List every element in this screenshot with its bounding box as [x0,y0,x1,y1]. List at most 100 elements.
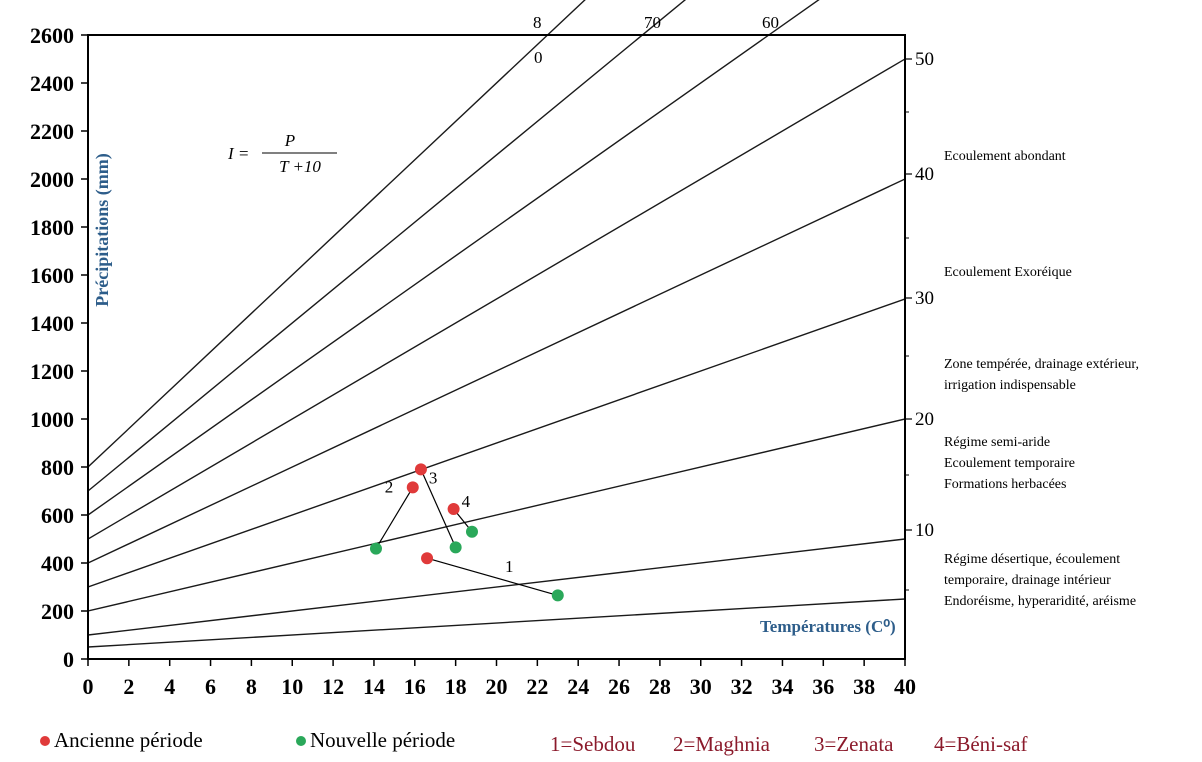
legend-dot-green [296,735,306,746]
station-key-4: 4=Béni-saf [934,732,1028,756]
connector-station-1 [426,557,558,596]
zone-description-line: Ecoulement temporaire [944,456,1075,471]
y-tick-label: 600 [41,503,74,528]
zone-description-line: Ecoulement abondant [944,149,1066,164]
connector-station-2 [375,487,414,549]
point-ancienne-4 [447,503,460,515]
x-tick-label: 30 [690,674,712,699]
point-nouvelle-1 [551,589,564,602]
x-tick-label: 8 [246,674,257,699]
right-index-label: 20 [915,409,934,430]
y-tick-label: 2600 [30,23,74,48]
formula-denominator: T +10 [279,157,321,176]
station-number-labels: 1 2 3 4 [385,468,514,576]
zone-description-line: Zone tempérée, drainage extérieur, [944,357,1139,372]
right-index-label: 30 [915,288,934,309]
x-tick-label: 12 [322,674,344,699]
top-index-label: 60 [762,13,779,32]
index-line-20 [88,418,905,612]
station-key-1: 1=Sebdou [550,732,636,756]
aridity-index-lines [88,0,905,648]
zone-description-line: Formations herbacées [944,477,1066,492]
plot-frame [87,34,906,660]
point-ancienne-1 [421,552,434,565]
x-tick-label: 34 [771,674,793,699]
y-tick-label: 1200 [30,359,74,384]
legend-label-ancienne: Ancienne période [54,728,203,752]
zone-description-line: irrigation indispensable [944,378,1076,393]
y-tick-label: 2000 [30,167,74,192]
x-axis-ticks: 0 2 4 6 8 10 12 14 16 18 20 22 24 26 28 30 32 34 36 38 40 [83,659,916,699]
index-line-40 [88,178,905,564]
x-tick-label: 38 [853,674,875,699]
y-tick-label: 2400 [30,71,74,96]
y-tick-label: 0 [63,647,74,672]
zone-descriptions: Ecoulement abondant Ecoulement Exoréique Z… [944,149,1139,609]
station-connectors [375,469,558,596]
top-index-label: 70 [644,13,661,32]
x-tick-label: 32 [731,674,753,699]
index-line-30 [88,298,905,588]
y-axis-ticks: 0 200 400 600 800 1000 1200 1400 1600 1800 2000 220… [30,23,88,672]
x-tick-label: 4 [164,674,175,699]
x-tick-label: 24 [567,674,589,699]
point-nouvelle-2 [369,542,382,555]
point-nouvelle-3 [449,541,462,554]
index-line-5 [88,598,905,648]
x-tick-label: 20 [486,674,508,699]
index-line-50 [88,58,905,540]
station-key-2: 2=Maghnia [673,732,770,756]
formula-lhs: I = [227,144,249,163]
x-tick-label: 26 [608,674,630,699]
station-label-2: 2 [385,477,394,496]
zone-description-line: Ecoulement Exoréique [944,265,1072,280]
y-tick-label: 1000 [30,407,74,432]
station-key-3: 3=Zenata [814,732,894,756]
legend-label-nouvelle: Nouvelle période [310,728,456,752]
formula: I = P T +10 [227,131,337,176]
connector-station-3 [420,469,457,548]
chart-canvas: 0 2 4 6 8 10 12 14 16 18 20 22 24 26 28 30 32 34 36 38 40 02… [30,0,1139,699]
right-index-label: 40 [915,164,934,185]
x-tick-label: 14 [363,674,385,699]
index-line-10 [88,538,905,636]
y-tick-label: 200 [41,599,74,624]
x-tick-label: 6 [205,674,216,699]
y-tick-label: 1600 [30,263,74,288]
zone-description-line: Régime désertique, écoulement [944,552,1120,567]
x-tick-label: 36 [812,674,834,699]
right-index-scale: 10 20 30 40 50 [905,49,934,591]
x-tick-label: 40 [894,674,916,699]
data-points [369,463,564,602]
index-line-60 [88,0,820,516]
y-tick-label: 400 [41,551,74,576]
legend-item-nouvelle: Nouvelle période [296,728,455,753]
zone-description-line: Régime semi-aride [944,435,1050,450]
y-tick-label: 1400 [30,311,74,336]
station-label-1: 1 [505,557,514,576]
y-tick-label: 800 [41,455,74,480]
x-tick-label: 0 [83,674,94,699]
right-index-label: 10 [915,520,934,541]
zone-description-line: Endoréisme, hyperaridité, aréisme [944,594,1136,609]
legend: Ancienne période Nouvelle période 1=Sebd… [40,728,1190,758]
station-label-3: 3 [429,468,438,487]
point-ancienne-3 [414,463,427,476]
x-tick-label: 2 [123,674,134,699]
top-index-label: 8 [533,13,542,32]
y-tick-label: 1800 [30,215,74,240]
x-axis-label: Températures (C⁰) [760,617,896,636]
x-tick-label: 10 [281,674,303,699]
y-axis-label: Précipitations (mm) [92,153,113,306]
top-index-label: 0 [534,48,543,67]
right-index-label: 50 [915,49,934,70]
station-label-4: 4 [462,492,471,511]
index-line-70 [88,0,687,492]
x-tick-label: 18 [445,674,467,699]
point-ancienne-2 [406,481,419,494]
point-nouvelle-4 [465,525,478,538]
zone-description-line: temporaire, drainage intérieur [944,573,1111,588]
legend-item-ancienne: Ancienne période [40,728,203,753]
x-tick-label: 16 [404,674,426,699]
